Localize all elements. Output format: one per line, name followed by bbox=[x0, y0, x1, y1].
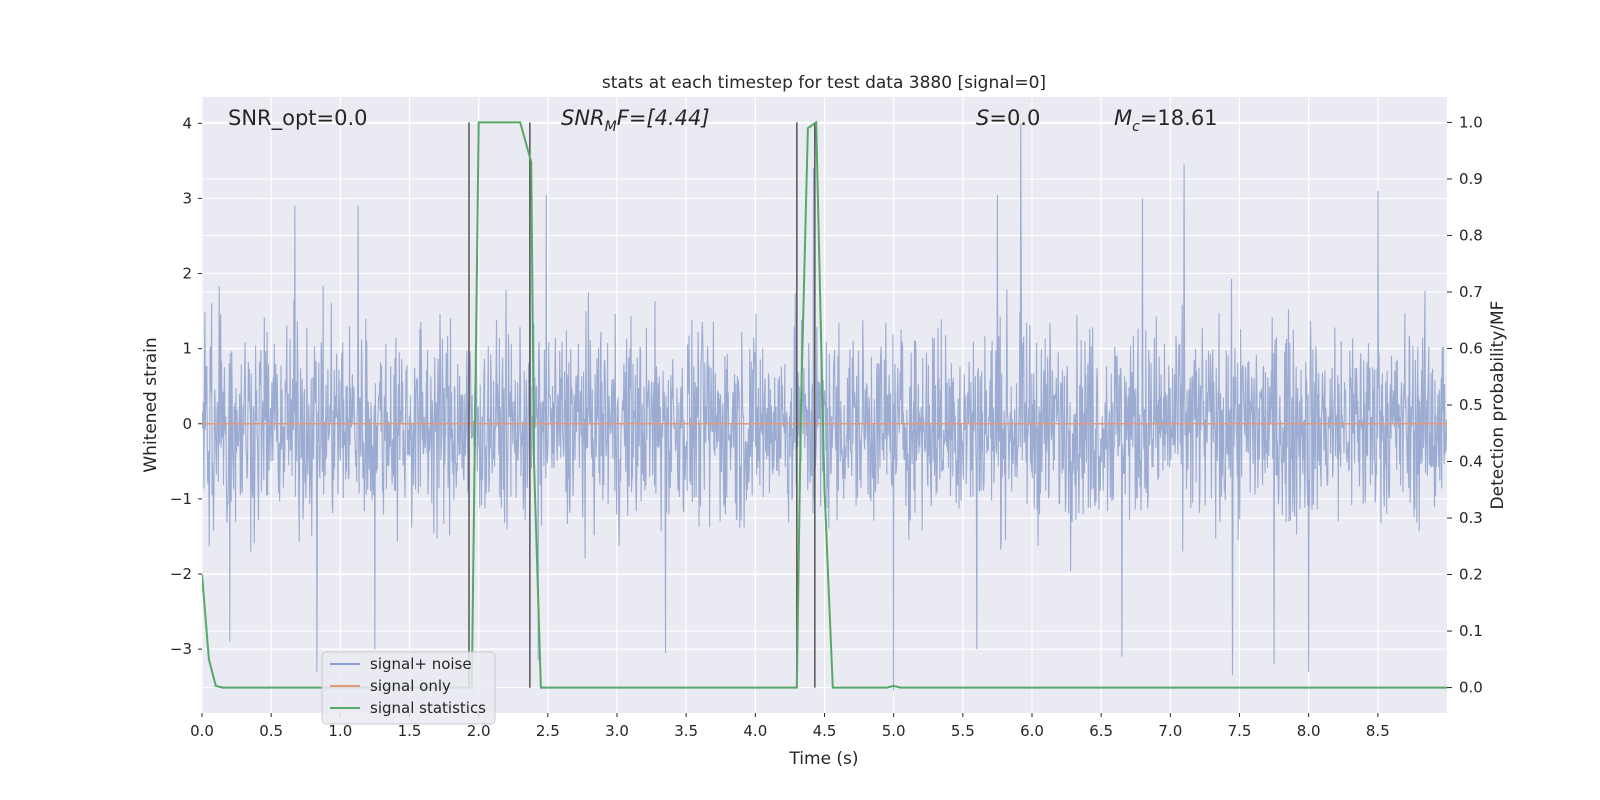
x-tick-label-14: 7.0 bbox=[1158, 722, 1182, 740]
x-tick-label-10: 5.0 bbox=[882, 722, 906, 740]
x-tick-label-6: 3.0 bbox=[605, 722, 629, 740]
signal-statistics-line bbox=[202, 120, 1447, 689]
y2-tick-label-6: 0.6 bbox=[1459, 339, 1483, 357]
x-tick-label-11: 5.5 bbox=[951, 722, 975, 740]
y-tick-label-3: 0 bbox=[182, 415, 192, 433]
y-tick-label-6: 3 bbox=[182, 189, 192, 207]
s-value: =0.0 bbox=[989, 106, 1040, 130]
y2-tick-label-9: 0.9 bbox=[1459, 170, 1483, 188]
y-tick-label-0: −3 bbox=[170, 640, 192, 658]
x-tick-label-7: 3.5 bbox=[674, 722, 698, 740]
y-tick-label-2: −1 bbox=[170, 490, 192, 508]
legend: signal+ noise signal only signal statist… bbox=[321, 651, 496, 725]
y2-axis-label: Detection probability/MF bbox=[1488, 301, 1508, 510]
snr-mf-annotation: SNRMF=[4.44] bbox=[561, 106, 710, 135]
x-tick-label-13: 6.5 bbox=[1089, 722, 1113, 740]
signal-plus-noise-line bbox=[202, 123, 1447, 691]
snr-mf-sub: M bbox=[605, 119, 617, 135]
x-tick-label-4: 2.0 bbox=[467, 722, 491, 740]
x-tick-label-0: 0.0 bbox=[190, 722, 214, 740]
y2-tick-label-10: 1.0 bbox=[1459, 113, 1483, 131]
y-axis-label: Whitened strain bbox=[141, 337, 161, 472]
y-tick-label-7: 4 bbox=[182, 114, 192, 132]
x-tick-label-1: 0.5 bbox=[259, 722, 283, 740]
legend-label-noise: signal+ noise bbox=[370, 655, 472, 673]
mc-sub: c bbox=[1132, 119, 1140, 135]
s-annotation: S=0.0 bbox=[976, 106, 1040, 130]
y-tick-label-4: 1 bbox=[182, 340, 192, 358]
signal-statistics-series bbox=[202, 120, 1447, 689]
legend-box bbox=[321, 651, 496, 725]
detection-window-lines bbox=[468, 122, 816, 688]
mc-value: =18.61 bbox=[1140, 106, 1218, 130]
y2-tick-label-4: 0.4 bbox=[1459, 453, 1483, 471]
y2-tick-label-3: 0.3 bbox=[1459, 509, 1483, 527]
x-tick-label-3: 1.5 bbox=[398, 722, 422, 740]
y-tick-label-5: 2 bbox=[182, 265, 192, 283]
x-tick-label-8: 4.0 bbox=[743, 722, 767, 740]
y-tick-label-1: −2 bbox=[170, 565, 192, 583]
legend-label-statistics: signal statistics bbox=[370, 699, 486, 717]
snr-opt-annotation: SNR_opt=0.0 bbox=[228, 106, 368, 131]
snr-mf-rest: F=[4.44] bbox=[617, 106, 710, 130]
x-axis-label: Time (s) bbox=[788, 749, 858, 769]
y2-tick-label-2: 0.2 bbox=[1459, 566, 1483, 584]
x-tick-label-2: 1.0 bbox=[328, 722, 352, 740]
x-tick-label-12: 6.0 bbox=[1020, 722, 1044, 740]
x-tick-label-17: 8.5 bbox=[1366, 722, 1390, 740]
x-tick-label-15: 7.5 bbox=[1228, 722, 1252, 740]
y2-tick-label-8: 0.8 bbox=[1459, 226, 1483, 244]
y2-tick-label-0: 0.0 bbox=[1459, 679, 1483, 697]
mc-main: M bbox=[1114, 106, 1132, 130]
y2-tick-label-1: 0.1 bbox=[1459, 622, 1483, 640]
x-tick-label-9: 4.5 bbox=[813, 722, 837, 740]
s-symbol: S bbox=[976, 106, 989, 130]
y2-tick-label-7: 0.7 bbox=[1459, 283, 1483, 301]
signal-plus-noise-series bbox=[202, 123, 1447, 691]
y2-axis-ticks: 0.0 0.1 0.2 0.3 0.4 0.5 0.6 0.7 0.8 0.9 1.0 bbox=[1447, 113, 1483, 697]
y2-tick-label-5: 0.5 bbox=[1459, 396, 1483, 414]
x-tick-label-16: 8.0 bbox=[1297, 722, 1321, 740]
x-tick-label-5: 2.5 bbox=[536, 722, 560, 740]
x-axis-ticks: 0.0 0.5 1.0 1.5 2.0 2.5 3.0 3.5 4.0 4.5 5.0 5.5 6.0 6… bbox=[190, 713, 1390, 740]
chart-title: stats at each timestep for test data 388… bbox=[602, 73, 1046, 93]
mc-annotation: Mc=18.61 bbox=[1114, 106, 1218, 135]
y-axis-ticks: −3 −2 −1 0 1 2 3 4 bbox=[170, 114, 202, 658]
legend-label-signal-only: signal only bbox=[370, 677, 451, 695]
snr-mf-main: SNR bbox=[561, 106, 605, 130]
